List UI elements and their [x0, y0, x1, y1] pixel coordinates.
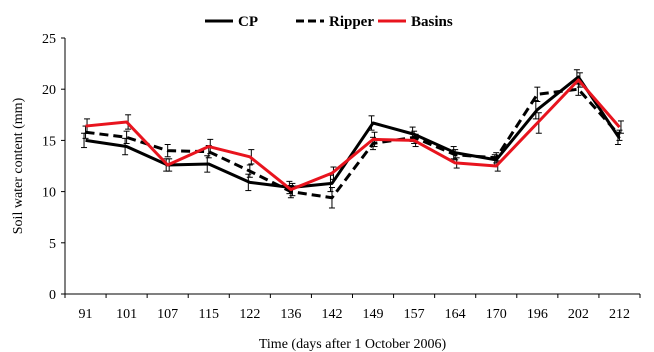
y-tick-label: 5 [49, 237, 56, 252]
y-tick-label: 25 [42, 32, 56, 47]
legend-label: CP [238, 14, 258, 30]
x-tick-label: 115 [199, 307, 219, 322]
legend: CP Ripper Basins [205, 14, 453, 30]
x-tick-label: 107 [157, 307, 178, 322]
x-tick-label: 196 [527, 307, 548, 322]
series-ripper [82, 82, 623, 209]
y-tick-label: 0 [49, 288, 56, 303]
x-tick-label: 170 [486, 307, 507, 322]
x-tick-label: 136 [280, 307, 301, 322]
legend-item-basins: Basins [378, 14, 453, 30]
x-tick-label: 202 [568, 307, 589, 322]
x-tick-label: 122 [239, 307, 260, 322]
series-line-ripper [85, 87, 621, 200]
x-tick-label: 212 [609, 307, 630, 322]
x-tick-label: 149 [363, 307, 384, 322]
x-tick-label: 91 [79, 307, 93, 322]
legend-label: Basins [411, 14, 453, 30]
legend-item-ripper: Ripper [296, 14, 374, 30]
legend-label: Ripper [329, 14, 374, 30]
axes: 0 5 10 15 20 25 91 101 107 115 122 136 142 149 157 164 1… [42, 32, 641, 322]
x-tick-label: 101 [116, 307, 137, 322]
y-tick-label: 15 [42, 134, 56, 149]
series-layer [81, 69, 624, 209]
y-axis-title: Soil water content (mm) [11, 97, 26, 234]
x-axis-title: Time (days after 1 October 2006) [259, 337, 447, 352]
error-bar [534, 86, 541, 102]
error-bar [617, 120, 624, 134]
x-tick-label: 164 [445, 307, 466, 322]
y-tick-label: 20 [42, 83, 56, 98]
series-line-cp [85, 75, 621, 190]
y-tick-label: 10 [42, 186, 56, 201]
series-basins [84, 72, 624, 197]
x-tick-label: 157 [404, 307, 425, 322]
error-bar [123, 130, 130, 144]
legend-item-cp: CP [205, 14, 258, 30]
series-line-basins [85, 78, 621, 192]
x-tick-label: 142 [321, 307, 342, 322]
